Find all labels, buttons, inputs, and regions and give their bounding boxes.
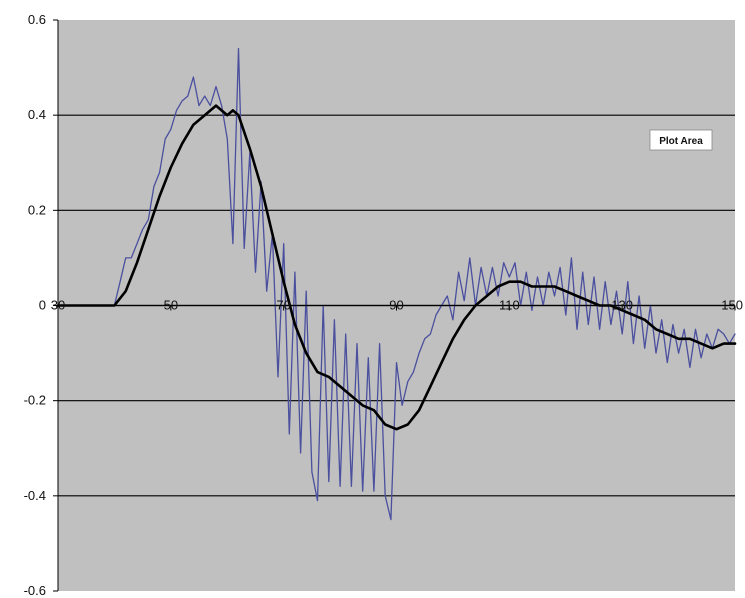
x-tick-label-6: 150 [721, 298, 743, 313]
y-tick-label-1: 0.4 [28, 107, 46, 122]
x-tick-label-1: 50 [164, 298, 178, 313]
y-tick-label-6: -0.6 [24, 583, 46, 598]
x-tick-label-3: 90 [389, 298, 403, 313]
x-tick-label-4: 110 [499, 298, 520, 313]
y-tick-label-3: 0 [39, 298, 46, 313]
y-tick-label-0: 0.6 [28, 12, 46, 27]
y-tick-label-5: -0.4 [24, 488, 46, 503]
tooltip-box [649, 129, 713, 151]
y-tick-label-2: 0.2 [28, 202, 46, 217]
series-line-smoothed [56, 104, 737, 431]
plot-area-tooltip: Plot Area [649, 129, 713, 151]
x-tick-label-2: 70 [276, 298, 290, 313]
x-tick-label-5: 130 [611, 298, 633, 313]
tooltip-label: Plot Area [659, 136, 703, 147]
y-axis: 0.6 0.4 0.2 0 -0.2 -0.4 -0.6 [24, 12, 58, 598]
series-layer [56, 47, 737, 521]
y-tick-label-4: -0.2 [24, 393, 46, 408]
x-axis: 30 50 70 90 110 130 150 [51, 298, 743, 313]
